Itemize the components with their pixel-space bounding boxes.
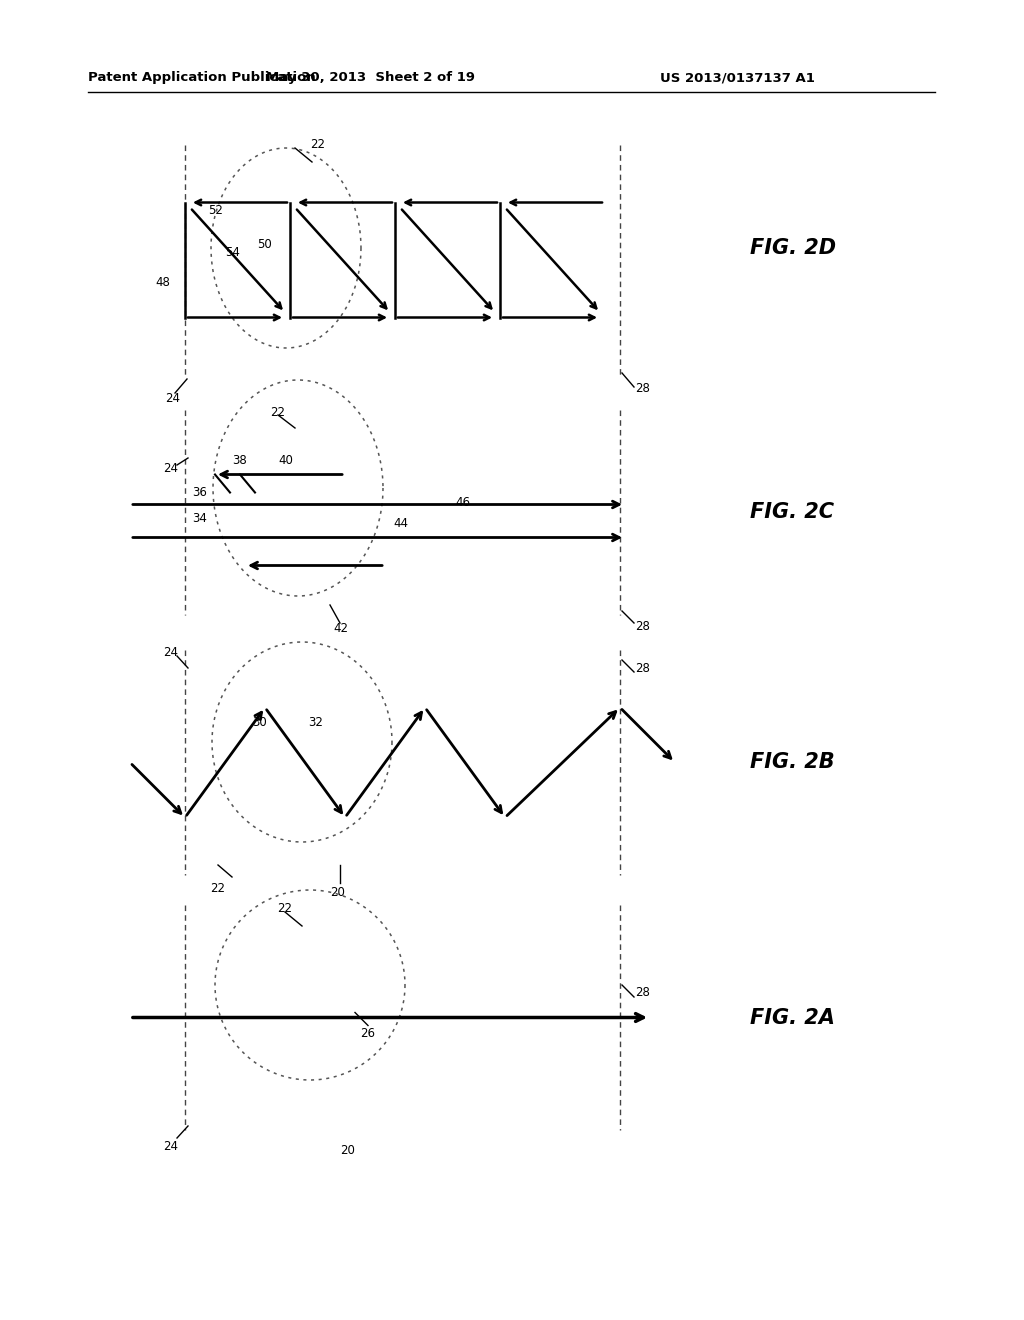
Text: 38: 38	[232, 454, 247, 467]
Text: 28: 28	[635, 986, 650, 999]
Text: 22: 22	[310, 139, 325, 152]
Text: FIG. 2B: FIG. 2B	[750, 752, 835, 772]
Text: 36: 36	[193, 486, 207, 499]
Text: FIG. 2C: FIG. 2C	[750, 503, 835, 523]
Text: 40: 40	[278, 454, 293, 467]
Text: 20: 20	[330, 887, 345, 899]
Text: 34: 34	[193, 512, 207, 525]
Text: 30: 30	[252, 717, 266, 730]
Text: 24: 24	[163, 462, 178, 474]
Text: 22: 22	[270, 405, 285, 418]
Text: FIG. 2A: FIG. 2A	[750, 1007, 835, 1027]
Text: 28: 28	[635, 661, 650, 675]
Text: 22: 22	[210, 883, 225, 895]
Text: May 30, 2013  Sheet 2 of 19: May 30, 2013 Sheet 2 of 19	[265, 71, 474, 84]
Text: 24: 24	[165, 392, 180, 405]
Text: Patent Application Publication: Patent Application Publication	[88, 71, 315, 84]
Text: 20: 20	[340, 1143, 355, 1156]
Text: 26: 26	[360, 1027, 375, 1040]
Text: US 2013/0137137 A1: US 2013/0137137 A1	[660, 71, 815, 84]
Text: 22: 22	[278, 902, 292, 915]
Text: 28: 28	[635, 383, 650, 396]
Text: 32: 32	[308, 717, 323, 730]
Text: 24: 24	[163, 645, 178, 659]
Text: 52: 52	[208, 203, 223, 216]
Text: 42: 42	[333, 623, 348, 635]
Text: 54: 54	[225, 246, 240, 259]
Text: 44: 44	[393, 517, 408, 531]
Text: 48: 48	[155, 276, 170, 289]
Text: 28: 28	[635, 620, 650, 634]
Text: 46: 46	[455, 496, 470, 510]
Text: FIG. 2D: FIG. 2D	[750, 238, 837, 257]
Text: 50: 50	[257, 239, 271, 252]
Text: 24: 24	[163, 1139, 178, 1152]
